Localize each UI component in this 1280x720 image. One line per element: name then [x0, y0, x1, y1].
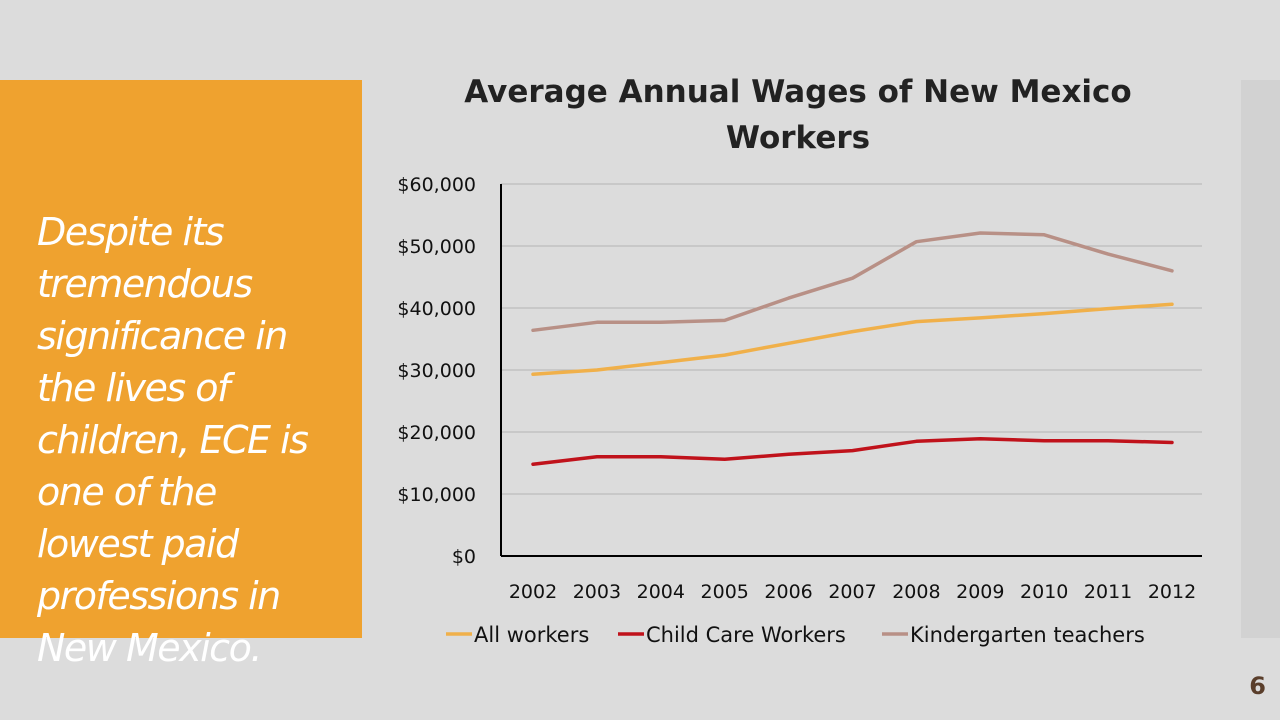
x-tick-label: 2009	[956, 581, 1004, 603]
legend-label: Kindergarten teachers	[910, 623, 1145, 647]
chart-legend: All workers Child Care Workers Kindergarte…	[446, 623, 1145, 647]
x-tick-label: 2006	[764, 581, 812, 603]
y-tick-label: $60,000	[397, 174, 476, 196]
chart-title-line: Average Annual Wages of New Mexico	[464, 74, 1131, 110]
x-tick-label: 2008	[892, 581, 940, 603]
x-tick-label: 2005	[701, 581, 749, 603]
x-tick-label: 2004	[637, 581, 685, 603]
x-tick-label: 2003	[573, 581, 621, 603]
x-axis-tick-labels: 2002 2003 2004 2005 2006 2007 2008 2009 2010 2011…	[509, 581, 1196, 603]
y-tick-label: $0	[452, 546, 476, 568]
y-tick-label: $40,000	[397, 298, 476, 320]
y-tick-label: $10,000	[397, 484, 476, 506]
series-line-kindergarten-teachers	[531, 231, 1174, 333]
x-tick-label: 2012	[1148, 581, 1196, 603]
side-panel: Despite its tremendous significance in t…	[0, 80, 362, 670]
chart-gridlines	[501, 183, 1202, 495]
chart-title-line: Workers	[726, 120, 870, 156]
chart-axes	[500, 184, 1202, 557]
x-tick-label: 2007	[828, 581, 876, 603]
x-tick-label: 2010	[1020, 581, 1068, 603]
series-line-all-workers	[531, 302, 1174, 377]
x-tick-label: 2011	[1084, 581, 1132, 603]
chart-series	[531, 231, 1174, 466]
side-panel-text: Despite its tremendous significance in t…	[37, 210, 309, 670]
legend-label: Child Care Workers	[646, 623, 846, 647]
slide-number: 6	[1249, 672, 1266, 700]
wage-line-chart: Average Annual Wages of New Mexico Worker…	[397, 74, 1202, 647]
y-tick-label: $20,000	[397, 422, 476, 444]
x-tick-label: 2002	[509, 581, 557, 603]
y-axis-tick-labels: $0 $10,000 $20,000 $30,000 $40,000 $50,000 $60…	[397, 174, 476, 568]
y-tick-label: $30,000	[397, 360, 476, 382]
right-decorative-strip	[1241, 80, 1280, 638]
series-line-child-care-workers	[531, 437, 1174, 466]
chart-title: Average Annual Wages of New Mexico Worker…	[464, 74, 1131, 156]
y-tick-label: $50,000	[397, 236, 476, 258]
legend-label: All workers	[474, 623, 589, 647]
